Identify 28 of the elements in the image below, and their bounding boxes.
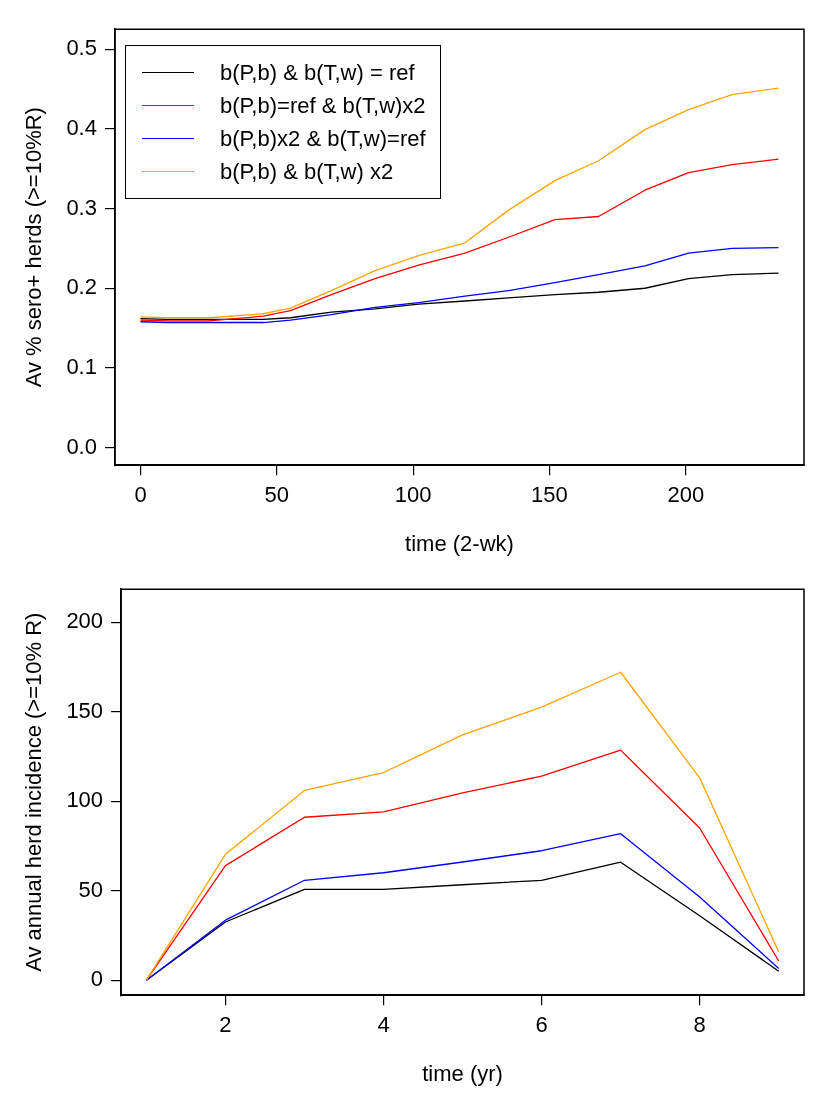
- x-axis-title: time (yr): [422, 1060, 503, 1086]
- y-tick-label: 150: [66, 697, 104, 723]
- legend-label: b(P,b) & b(T,w) = ref: [219, 59, 415, 88]
- x-tick-label: 150: [531, 482, 568, 508]
- legend-label: b(P,b) & b(T,w) x2: [219, 158, 394, 187]
- legend-label: b(P,b)x2 & b(T,w)=ref: [219, 125, 426, 154]
- x-tick-label: 4: [377, 1012, 390, 1038]
- y-tick-label: 100: [66, 787, 104, 813]
- y-tick-label: 0: [90, 966, 104, 992]
- x-tick-label: 6: [535, 1012, 548, 1038]
- y-tick-label: 0.4: [66, 114, 97, 140]
- y-tick-label: 50: [78, 876, 104, 902]
- y-tick-label: 0.3: [66, 194, 97, 220]
- legend-label: b(P,b)=ref & b(T,w)x2: [219, 92, 426, 121]
- x-tick-label: 100: [394, 482, 432, 508]
- x-tick-label: 2: [219, 1012, 232, 1038]
- x-tick-label: 8: [693, 1012, 706, 1038]
- y-axis-title: Av % sero+ herds (>=10%R): [21, 107, 47, 388]
- y-axis-title: Av annual herd incidence (>=10% R): [21, 612, 47, 972]
- x-tick-label: 50: [264, 482, 290, 508]
- y-tick-label: 0.5: [66, 35, 97, 61]
- y-tick-label: 200: [66, 608, 104, 634]
- x-tick-label: 200: [667, 482, 705, 508]
- y-tick-label: 0.1: [66, 354, 97, 380]
- y-tick-label: 0.2: [66, 274, 97, 300]
- x-axis-title: time (2-wk): [405, 530, 514, 556]
- x-tick-label: 0: [134, 482, 147, 508]
- y-tick-label: 0.0: [66, 433, 97, 459]
